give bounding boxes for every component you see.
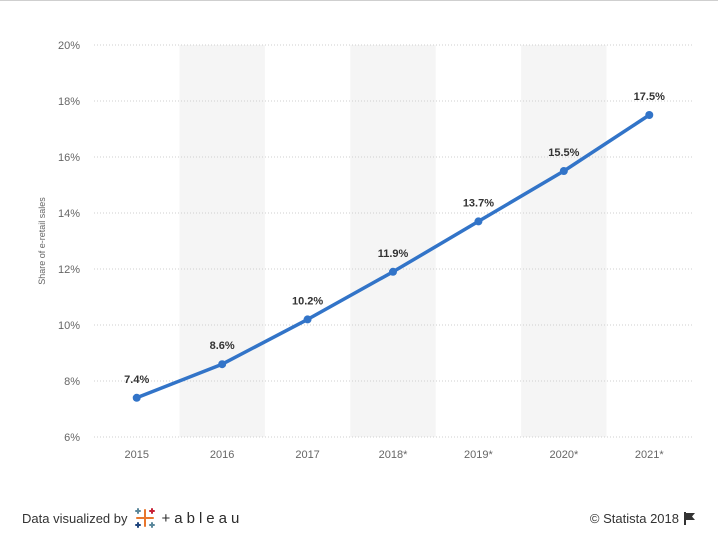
data-point[interactable]	[645, 111, 654, 119]
y-tick-label: 6%	[64, 432, 80, 444]
tableau-credit[interactable]: Data visualized by +ableau	[22, 508, 243, 528]
alternating-bands	[179, 45, 607, 437]
tableau-logo-icon	[134, 508, 155, 528]
x-axis-ticks: 2015 2016 2017 2018* 2019* 2020* 2021*	[124, 449, 664, 461]
band-2018*	[350, 45, 436, 437]
data-label: 8.6%	[210, 340, 235, 352]
x-tick-label: 2017	[295, 449, 319, 461]
y-axis-title: Share of e-retail sales	[37, 197, 47, 285]
x-tick-label: 2020*	[549, 449, 578, 461]
data-label: 13.7%	[463, 197, 494, 209]
x-tick-label: 2015	[124, 449, 148, 461]
y-tick-label: 8%	[64, 376, 80, 388]
y-tick-label: 18%	[58, 96, 80, 108]
data-labels: 7.4% 8.6% 10.2% 11.9% 13.7% 15.5% 17.5%	[124, 91, 665, 386]
copyright-text: © Statista 2018	[589, 510, 679, 526]
tableau-wordmark: +ableau	[161, 509, 244, 527]
data-points	[132, 111, 654, 402]
line-chart: 6% 8% 10% 12% 14% 16% 18% 20% 2015 2016 2017 2018*…	[37, 40, 692, 461]
y-tick-label: 16%	[58, 152, 80, 164]
top-divider	[0, 0, 718, 1]
data-label: 10.2%	[292, 295, 323, 307]
y-tick-label: 20%	[58, 40, 80, 52]
flag-icon[interactable]	[684, 511, 696, 525]
data-point[interactable]	[559, 167, 568, 175]
y-tick-label: 10%	[58, 320, 80, 332]
band-2020*	[521, 45, 607, 437]
data-label: 15.5%	[548, 147, 579, 159]
x-tick-label: 2016	[210, 449, 234, 461]
credit-text: Data visualized by	[22, 510, 128, 526]
band-2016	[179, 45, 265, 437]
data-point[interactable]	[218, 360, 227, 369]
data-point[interactable]	[474, 217, 483, 226]
y-tick-label: 14%	[58, 208, 80, 220]
x-tick-label: 2021*	[635, 449, 664, 461]
data-point[interactable]	[303, 315, 312, 324]
gridlines	[94, 44, 692, 438]
x-tick-label: 2019*	[464, 449, 493, 461]
data-point[interactable]	[132, 393, 141, 402]
y-tick-label: 12%	[58, 264, 80, 276]
statista-credit[interactable]: © Statista 2018	[590, 508, 696, 528]
y-axis-ticks: 6% 8% 10% 12% 14% 16% 18% 20%	[58, 40, 80, 444]
data-label: 11.9%	[378, 248, 409, 260]
data-label: 7.4%	[124, 374, 149, 386]
data-label: 17.5%	[634, 91, 665, 103]
x-tick-label: 2018*	[379, 449, 408, 461]
data-point[interactable]	[389, 267, 397, 276]
